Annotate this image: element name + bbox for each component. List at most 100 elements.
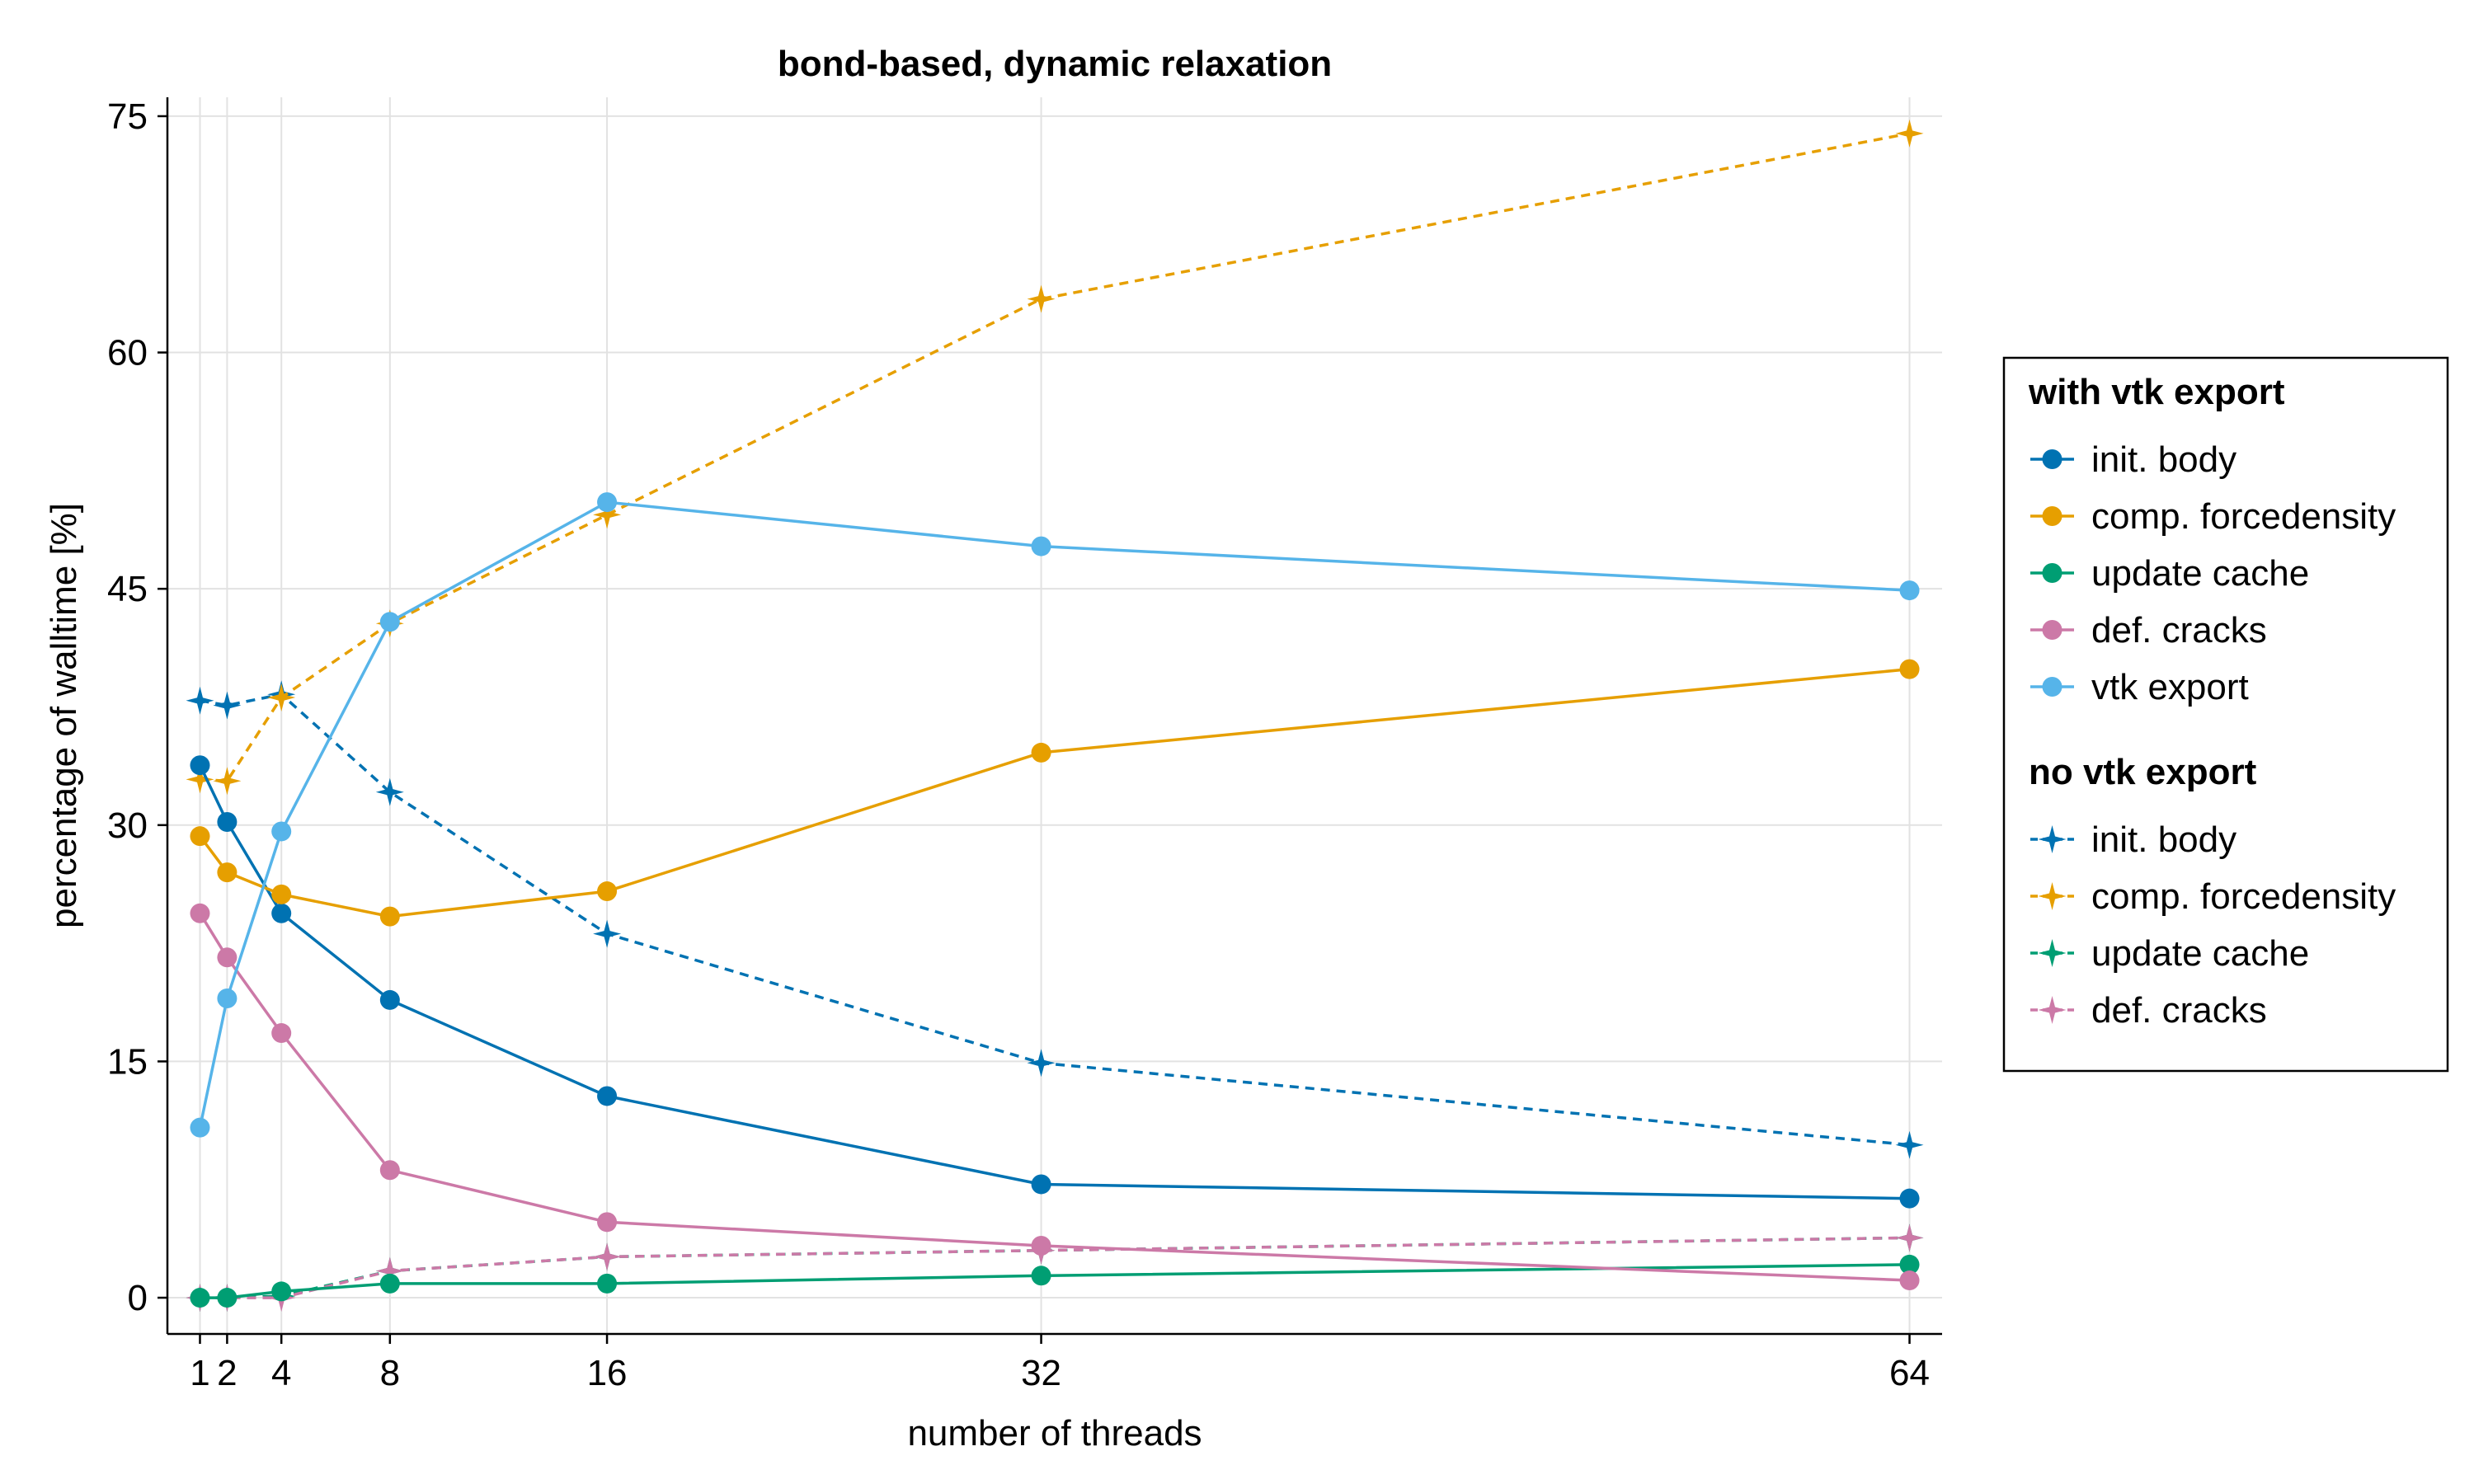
data-point <box>271 903 292 923</box>
axes <box>166 97 1942 1336</box>
legend-group-title: no vtk export <box>2029 752 2257 792</box>
x-tick-label: 16 <box>587 1353 628 1393</box>
data-point <box>1899 580 1920 601</box>
data-point <box>597 881 618 902</box>
data-point <box>1899 1188 1920 1209</box>
plot-series <box>186 119 1924 1313</box>
y-tick-label: 75 <box>107 96 148 137</box>
legend-marker <box>2042 620 2062 640</box>
data-point <box>271 1281 292 1302</box>
legend-entry-label: init. body <box>2091 819 2236 860</box>
data-point <box>1899 1270 1920 1291</box>
data-point <box>379 1273 400 1294</box>
series-line <box>198 764 1910 1200</box>
y-tick-label: 60 <box>107 333 148 373</box>
series-line <box>199 667 1910 918</box>
data-point <box>190 826 210 847</box>
data-point <box>379 1160 400 1181</box>
data-point <box>379 906 400 927</box>
series-vtk-export-with-vtk <box>190 492 1920 1138</box>
x-tick-label: 64 <box>1889 1353 1930 1393</box>
legend-marker <box>2038 996 2067 1024</box>
data-point <box>1895 1130 1924 1159</box>
y-tick-label: 15 <box>107 1041 148 1082</box>
series-comp-forcedensity-with-vtk <box>190 659 1920 927</box>
x-tick-label: 32 <box>1021 1353 1061 1393</box>
legend-entry-label: init. body <box>2091 439 2236 480</box>
data-point <box>213 691 242 720</box>
data-point <box>1031 1266 1051 1286</box>
data-point <box>597 1086 618 1106</box>
data-point <box>593 500 622 529</box>
data-point <box>375 777 404 806</box>
data-point <box>379 612 400 632</box>
data-point <box>1031 536 1051 556</box>
legend-entry-label: comp. forcedensity <box>2091 496 2396 537</box>
data-point <box>1895 119 1924 148</box>
data-point <box>597 1212 618 1233</box>
data-point <box>217 811 238 832</box>
series-init-body-with-vtk <box>190 755 1920 1209</box>
data-point <box>186 765 214 794</box>
tick-marks: 1 2 4 8 16 32 64 0 15 30 45 60 75 <box>107 96 1930 1393</box>
legend-marker <box>2038 825 2067 853</box>
x-axis-label: number of threads <box>907 1413 1202 1453</box>
data-point <box>190 1117 210 1138</box>
data-point <box>1031 1235 1051 1256</box>
y-tick-label: 45 <box>107 569 148 609</box>
data-point <box>375 1256 404 1285</box>
data-point <box>217 862 238 883</box>
series-line <box>198 500 1910 1129</box>
data-point <box>593 1242 622 1271</box>
x-tick-label: 2 <box>217 1353 237 1393</box>
legend-group-title: with vtk export <box>2028 372 2285 412</box>
series-line <box>199 912 1910 1282</box>
x-tick-label: 1 <box>190 1353 209 1393</box>
data-point <box>213 767 242 796</box>
y-tick-label: 30 <box>107 805 148 846</box>
data-point <box>1899 1254 1920 1275</box>
data-point <box>1899 659 1920 679</box>
y-tick-label: 0 <box>128 1278 148 1318</box>
series-line <box>200 132 1910 783</box>
legend-marker <box>2042 563 2062 583</box>
legend-marker <box>2038 939 2067 967</box>
grid-lines <box>167 97 1942 1334</box>
legend-box <box>2002 356 2449 1073</box>
data-point <box>190 1288 210 1308</box>
legend-marker <box>2042 506 2062 526</box>
legend-entry-label: update cache <box>2091 933 2309 974</box>
data-point <box>190 755 210 776</box>
chart-title: bond-based, dynamic relaxation <box>778 44 1332 84</box>
legend: with vtk export init. body comp. forcedens… <box>2002 356 2449 1073</box>
data-point <box>1027 1049 1056 1078</box>
series-def-cracks-with-vtk <box>190 903 1920 1291</box>
x-tick-label: 4 <box>271 1353 291 1393</box>
data-point <box>186 686 214 715</box>
data-point <box>597 492 618 513</box>
series-line <box>200 693 1910 1147</box>
data-point <box>1031 742 1051 763</box>
legend-marker <box>2042 677 2062 697</box>
x-tick-label: 8 <box>380 1353 400 1393</box>
data-point <box>217 947 238 968</box>
legend-entry-label: update cache <box>2091 553 2309 594</box>
data-point <box>190 903 210 923</box>
data-point <box>1031 1174 1051 1195</box>
legend-marker <box>2042 449 2062 469</box>
data-point <box>271 884 292 904</box>
data-point <box>1027 284 1056 313</box>
legend-entry-label: def. cracks <box>2091 610 2267 650</box>
legend-entry-label: vtk export <box>2091 667 2249 707</box>
y-axis-label: percentage of walltime [%] <box>44 503 84 928</box>
data-point <box>593 919 622 948</box>
legend-entry-label: def. cracks <box>2091 990 2267 1031</box>
data-point <box>217 988 238 1008</box>
data-point <box>271 821 292 842</box>
data-point <box>1895 1223 1924 1252</box>
legend-marker <box>2038 882 2067 910</box>
data-point <box>271 1023 292 1044</box>
legend-entry-label: comp. forcedensity <box>2091 876 2396 917</box>
data-point <box>267 683 296 711</box>
